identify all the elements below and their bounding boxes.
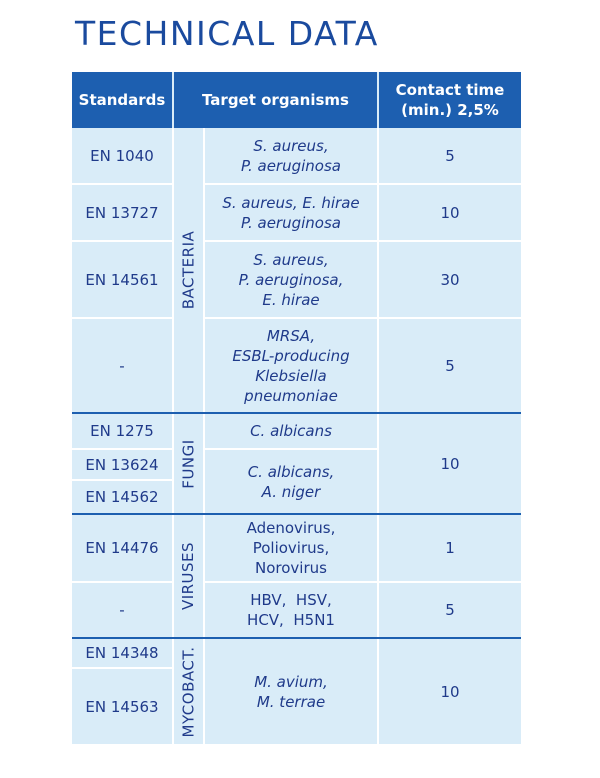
header-target-organisms: Target organisms	[174, 72, 377, 128]
standard-cell: -	[119, 356, 125, 375]
group-divider	[72, 412, 521, 414]
contact-time-cell: 5	[445, 146, 455, 165]
standard-cell: EN 1040	[90, 146, 154, 165]
standard-cell: EN 14563	[85, 697, 159, 716]
technical-data-table: Standards Target organisms Contact time …	[72, 72, 521, 744]
row-divider	[205, 448, 377, 450]
row-divider	[205, 183, 521, 185]
contact-time-cell: 5	[445, 601, 455, 619]
standard-cell: -	[119, 601, 125, 619]
organisms-cell: Adenovirus, Poliovirus, Norovirus	[246, 519, 336, 577]
contact-time-cell: 30	[440, 270, 460, 289]
row-divider	[72, 317, 172, 319]
contact-time-cell: 10	[440, 203, 460, 222]
organisms-cell: HBV, HSV, HCV, H5N1	[247, 591, 335, 629]
column-divider	[203, 128, 205, 744]
row-divider	[205, 317, 521, 319]
contact-time-cell: 10	[440, 454, 460, 473]
row-divider	[72, 448, 172, 450]
contact-time-cell: 10	[440, 682, 460, 701]
row-divider	[205, 240, 521, 242]
standard-cell: EN 14348	[85, 644, 159, 662]
group-divider	[72, 513, 521, 515]
organisms-cell: S. aureus, P. aeruginosa, E. hirae	[238, 250, 344, 309]
header-contact-time: Contact time (min.) 2,5%	[379, 72, 521, 128]
standard-cell: EN 14561	[85, 270, 159, 289]
column-divider	[172, 128, 174, 744]
organisms-cell: MRSA, ESBL-producing Klebsiella pneumoni…	[232, 326, 350, 405]
header-contact-time-line1: Contact time	[395, 81, 505, 99]
group-label-bacteria: BACTERIA	[179, 230, 198, 310]
standard-cell: EN 13624	[85, 455, 159, 474]
group-label-viruses: VIRUSES	[179, 541, 198, 611]
column-divider	[377, 128, 379, 744]
group-label-fungi: FUNGI	[179, 438, 198, 489]
standard-cell: EN 14562	[85, 488, 159, 506]
row-divider	[72, 183, 172, 185]
organisms-cell: S. aureus, E. hirae P. aeruginosa	[222, 193, 360, 232]
standard-cell: EN 14476	[85, 539, 159, 557]
row-divider	[72, 581, 172, 583]
organisms-cell: C. albicans, A. niger	[247, 462, 335, 501]
organisms-cell: S. aureus, P. aeruginosa	[241, 136, 341, 175]
organisms-cell: C. albicans	[250, 422, 332, 440]
organisms-cell: M. avium, M. terrae	[254, 672, 328, 711]
header-contact-time-line2: (min.) 2,5%	[401, 101, 499, 119]
header-standards: Standards	[72, 72, 172, 128]
contact-time-cell: 1	[445, 539, 455, 557]
group-label-mycobact: MYCOBACT.	[179, 646, 198, 737]
page-title: TECHNICAL DATA	[75, 14, 379, 53]
standard-cell: EN 13727	[85, 203, 159, 222]
row-divider	[72, 240, 172, 242]
contact-time-cell: 5	[445, 356, 455, 375]
row-divider	[72, 667, 172, 669]
row-divider	[205, 581, 521, 583]
standard-cell: EN 1275	[90, 422, 154, 440]
group-divider	[72, 637, 521, 639]
row-divider	[72, 479, 172, 481]
